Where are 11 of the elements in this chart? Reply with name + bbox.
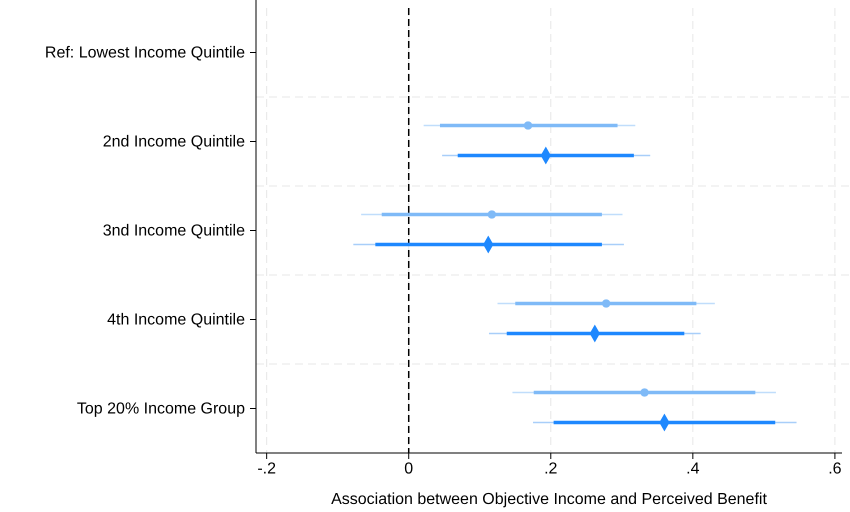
y-tick-label: 4th Income Quintile <box>107 312 246 329</box>
x-tick-label: .2 <box>544 460 558 478</box>
x-tick-label: -.2 <box>257 460 276 478</box>
y-tick-label: 3nd Income Quintile <box>102 222 246 240</box>
y-tick-label: Ref: Lowest Income Quintile <box>44 44 246 62</box>
y-tick-label: Top 20% Income Group <box>76 400 246 418</box>
x-tick-label: 0 <box>404 460 414 478</box>
y-tick-label: 2nd Income Quintile <box>102 134 246 151</box>
x-tick-label: .4 <box>686 460 700 478</box>
x-tick-label: .6 <box>828 460 842 478</box>
x-axis-title: Association between Objective Income and Perceived Benefit <box>331 491 768 508</box>
